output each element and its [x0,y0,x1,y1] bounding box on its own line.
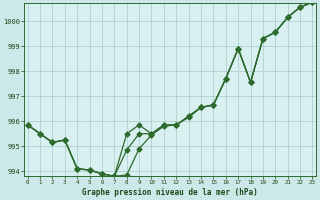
X-axis label: Graphe pression niveau de la mer (hPa): Graphe pression niveau de la mer (hPa) [82,188,258,197]
